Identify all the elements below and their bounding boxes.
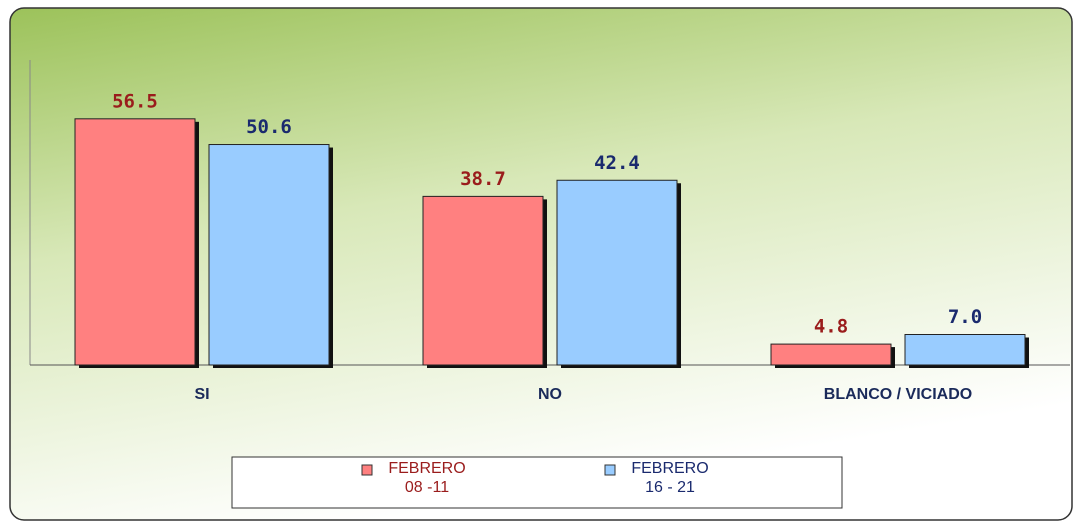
data-label: 7.0	[948, 306, 982, 328]
data-label: 50.6	[246, 116, 292, 138]
legend-item: FEBRERO 16 - 21	[631, 460, 709, 496]
legend-label: FEBRERO 08 -11	[388, 460, 466, 496]
data-label: 38.7	[460, 168, 506, 190]
bar	[74, 118, 196, 366]
bar	[208, 144, 330, 366]
legend	[231, 456, 843, 509]
x-tick-label: BLANCO / VICIADO	[824, 386, 972, 403]
data-label: 56.5	[112, 90, 158, 112]
legend-swatch	[361, 464, 373, 476]
x-tick-label: NO	[538, 386, 562, 403]
bar	[556, 179, 678, 366]
legend-item: FEBRERO 08 -11	[388, 460, 466, 496]
bar	[770, 343, 892, 366]
data-label: 42.4	[594, 152, 640, 174]
legend-label: FEBRERO 16 - 21	[631, 460, 709, 496]
bar	[422, 195, 544, 366]
data-label: 4.8	[814, 316, 848, 338]
x-tick-label: SI	[194, 386, 209, 403]
bar	[904, 334, 1026, 366]
legend-swatch	[604, 464, 616, 476]
